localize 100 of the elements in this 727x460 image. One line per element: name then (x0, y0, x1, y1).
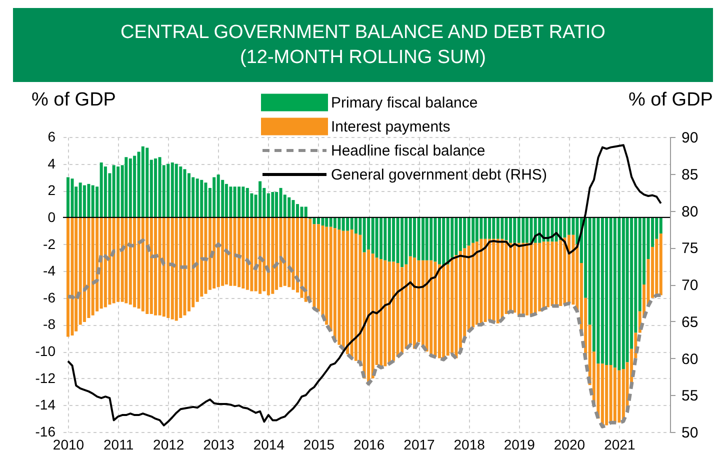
bar (212, 217, 216, 289)
bar (472, 217, 475, 243)
bar (204, 182, 208, 218)
bar (333, 217, 336, 228)
bar (467, 217, 470, 246)
bar (82, 185, 86, 218)
bar (400, 217, 404, 268)
legend-label: General government debt (RHS) (331, 166, 547, 184)
bar (434, 262, 437, 357)
bar (400, 267, 404, 353)
bar (229, 217, 232, 286)
bar (246, 217, 249, 290)
bar (246, 188, 249, 218)
bar (96, 217, 99, 312)
bar (554, 242, 558, 306)
bar (517, 217, 520, 243)
bar (233, 217, 236, 286)
bar (346, 230, 350, 354)
x-tick-label: 2017 (404, 436, 436, 452)
x-tick-label: 2013 (203, 436, 235, 452)
bar (509, 217, 512, 243)
line-series (66, 238, 663, 428)
y2-tick-label: 60 (682, 350, 698, 368)
bar (613, 368, 616, 423)
y-tick-label: 0 (48, 208, 56, 225)
bar (187, 217, 190, 312)
bar (124, 217, 128, 304)
bar (242, 186, 245, 218)
bar (275, 217, 278, 290)
bar (659, 234, 662, 296)
bar (120, 217, 124, 302)
legend-label: Headline fiscal balance (331, 142, 486, 160)
bar (430, 260, 433, 356)
bar (500, 217, 504, 239)
bar (509, 242, 512, 312)
bar (233, 186, 236, 218)
bar (346, 217, 350, 231)
bar (362, 217, 366, 252)
y-tick-label: -16 (35, 424, 56, 440)
bar (116, 217, 120, 302)
bar (618, 217, 621, 370)
y2-tick-label: 65 (682, 314, 698, 331)
bar (367, 250, 370, 384)
bar (208, 217, 212, 290)
bar (472, 242, 475, 328)
y-tick-label: -8 (43, 316, 56, 332)
bar (212, 177, 216, 218)
bar (216, 217, 220, 288)
y-tick-label: -12 (35, 370, 56, 386)
bar (534, 242, 537, 314)
y-tick-label: -14 (35, 396, 56, 413)
bar (538, 242, 542, 312)
bar (500, 238, 504, 320)
bar (480, 217, 483, 239)
bar (329, 217, 332, 227)
x-tick-label: 2018 (454, 436, 486, 452)
bar (484, 217, 487, 239)
bar (371, 217, 374, 254)
bar (371, 254, 374, 378)
bar (605, 217, 608, 365)
bar (413, 217, 416, 258)
bar (238, 217, 241, 288)
bar (179, 166, 182, 218)
bar (350, 217, 354, 230)
bar (517, 242, 520, 316)
bar (70, 178, 74, 218)
bar (380, 217, 383, 260)
bar (292, 200, 295, 218)
bar (488, 217, 492, 239)
bar (70, 217, 74, 336)
bar (82, 217, 86, 322)
bar (475, 217, 478, 242)
bar (316, 224, 320, 312)
x-tick-label: 2021 (604, 436, 636, 452)
x-tick-label: 2015 (303, 436, 335, 452)
bar (522, 242, 525, 316)
bar (133, 217, 136, 308)
x-tick-label: 2020 (554, 436, 586, 452)
y-tick-label: -4 (43, 262, 56, 279)
x-tick-label: 2010 (52, 436, 84, 452)
bar (170, 162, 174, 218)
y2-tick-label: 50 (682, 424, 698, 442)
bar (513, 242, 516, 313)
bar (150, 217, 153, 314)
bar (380, 259, 383, 368)
bar (600, 217, 604, 364)
bar (183, 217, 186, 316)
bar (300, 206, 304, 218)
bar (242, 217, 245, 289)
bar (559, 240, 562, 306)
bar (442, 217, 446, 266)
bar (458, 217, 462, 251)
y2-tick-label: 70 (682, 277, 698, 294)
bar (463, 217, 466, 248)
bar (325, 217, 328, 227)
y2-tick-label: 80 (682, 203, 698, 220)
bar (254, 217, 258, 292)
bar (475, 242, 478, 325)
bar (484, 238, 487, 322)
bar (488, 238, 492, 321)
